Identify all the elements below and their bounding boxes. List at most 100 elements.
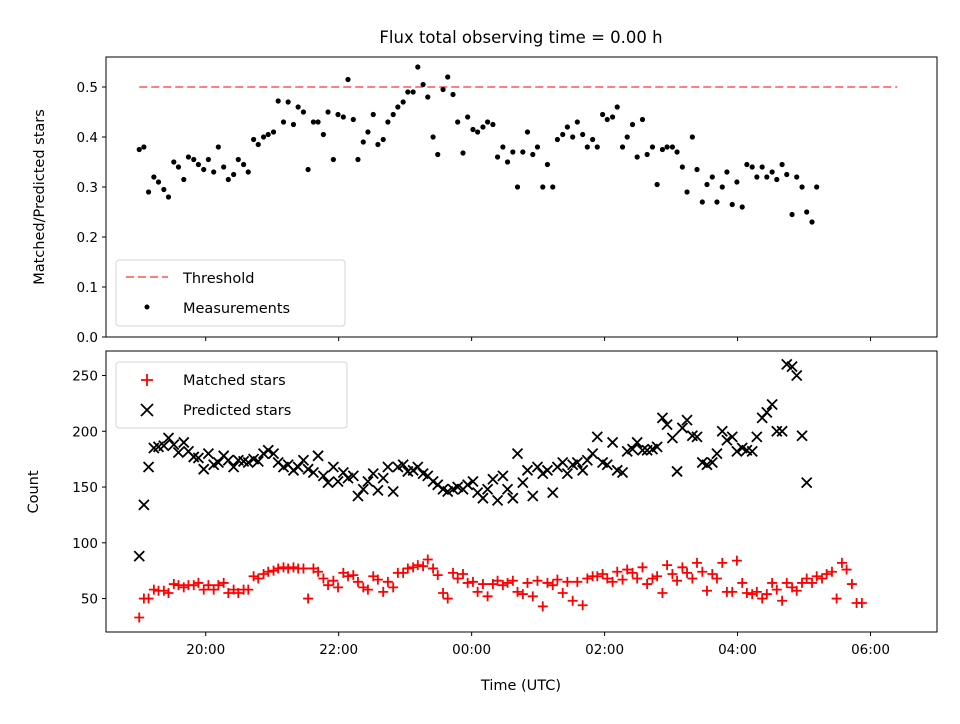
measurement-point (255, 141, 261, 148)
measurement-point (724, 169, 730, 175)
measurement-point (241, 161, 247, 168)
predicted-stars-point (666, 432, 679, 444)
matched-stars-point (408, 562, 419, 573)
matched-stars-point (841, 564, 852, 575)
matched-stars-point (428, 563, 439, 574)
predicted-stars-point (228, 461, 240, 473)
matched-stars-point (467, 576, 478, 587)
matched-stars-point (328, 575, 339, 586)
matched-stars-point (372, 574, 383, 585)
predicted-stars-point (656, 412, 669, 424)
measurement-point (410, 89, 416, 95)
predicted-stars-point (158, 440, 170, 452)
matched-stars-point (223, 587, 234, 598)
matched-stars-point (667, 569, 678, 580)
predicted-stars-point (571, 456, 583, 469)
matched-stars-point (438, 587, 449, 598)
predicted-stars-point (661, 418, 673, 431)
measurement-point (225, 176, 231, 183)
ratio-y-ticks: 0.0 0.1 0.2 0.3 0.4 0.5 (77, 80, 106, 346)
measurement-point (480, 124, 486, 130)
predicted-stars-point (796, 430, 808, 442)
predicted-stars-point (252, 455, 264, 468)
predicted-stars-point (771, 425, 783, 437)
matched-stars-point (562, 576, 573, 587)
ratio-y-tick-label: 0.4 (77, 130, 98, 146)
matched-stars-point (283, 563, 294, 574)
matched-stars-point (168, 579, 179, 590)
count-y-tick-label: 150 (72, 480, 98, 496)
measurement-point (719, 184, 725, 190)
measurement-point (600, 111, 606, 118)
predicted-stars-point (601, 459, 613, 471)
x-tick-label: 04:00 (718, 642, 757, 658)
matched-stars-point (492, 575, 503, 586)
measurement-point (814, 184, 820, 190)
matched-stars-point (422, 554, 433, 565)
predicted-stars-point (477, 492, 489, 504)
matched-stars-point (507, 575, 518, 586)
measurement-point (629, 121, 636, 128)
measurement-point (540, 184, 546, 190)
predicted-stars-point (776, 425, 788, 437)
measurement-point (510, 149, 516, 155)
measurement-point (450, 91, 456, 98)
measurement-point (195, 161, 202, 168)
measurement-point (550, 184, 556, 190)
predicted-stars-point (691, 431, 703, 443)
x-tick-label: 02:00 (585, 642, 624, 658)
matched-stars-point (482, 591, 493, 602)
matched-stars-point (597, 569, 608, 580)
measurement-point (260, 134, 267, 140)
predicted-stars-point (367, 468, 379, 480)
measurement-point (175, 164, 182, 170)
matched-stars-point (577, 600, 588, 611)
measurement-point (161, 186, 167, 193)
ratio-panel: Flux total observing time = 0.00 h Match… (32, 28, 938, 346)
matched-stars-point (263, 566, 274, 577)
measurement-point (405, 89, 411, 95)
measurement-point (639, 116, 646, 123)
matched-stars-point (816, 573, 827, 584)
measurement-point (500, 144, 506, 150)
predicted-stars-point (721, 434, 733, 446)
measurement-point (250, 136, 257, 143)
predicted-stars-point (791, 369, 803, 382)
matched-stars-point (462, 577, 473, 588)
measurement-point (659, 146, 666, 153)
matched-stars-point (522, 577, 533, 588)
measurement-point (564, 124, 570, 130)
ratio-y-axis-label: Matched/Predicted stars (32, 109, 48, 285)
matched-stars-point (672, 575, 683, 586)
matched-stars-point (607, 576, 618, 587)
legend-measurements-swatch (144, 304, 150, 310)
chart-title: Flux total observing time = 0.00 h (379, 28, 662, 47)
measurement-point (205, 156, 211, 163)
measurement-point (689, 134, 695, 140)
predicted-stars-point (547, 486, 559, 499)
matched-stars-point (797, 577, 808, 588)
matched-stars-point (248, 571, 259, 582)
legend-matched-label: Matched stars (183, 373, 286, 389)
matched-stars-point (707, 569, 718, 580)
matched-stars-point (253, 573, 264, 584)
measurement-point (335, 111, 341, 118)
matched-stars-point (457, 569, 468, 580)
measurement-point (165, 194, 172, 200)
predicted-stars-point (242, 456, 254, 469)
measurement-point (320, 131, 326, 138)
matched-stars-point (737, 577, 748, 588)
matched-stars-point (602, 573, 613, 584)
predicted-stars-point (671, 465, 683, 478)
measurement-point (804, 209, 810, 215)
measurement-point (215, 144, 221, 150)
predicted-stars-point (766, 398, 778, 411)
measurement-point (231, 171, 237, 178)
count-x-ticks: 20:00 22:00 00:00 02:00 04:00 06:00 (186, 632, 890, 658)
matched-stars-point (632, 573, 643, 584)
predicted-stars-point (178, 436, 190, 449)
matched-stars-point (148, 584, 159, 595)
measurement-point (171, 159, 177, 165)
predicted-stars-point (297, 454, 310, 466)
ratio-y-tick-label: 0.1 (77, 280, 98, 296)
